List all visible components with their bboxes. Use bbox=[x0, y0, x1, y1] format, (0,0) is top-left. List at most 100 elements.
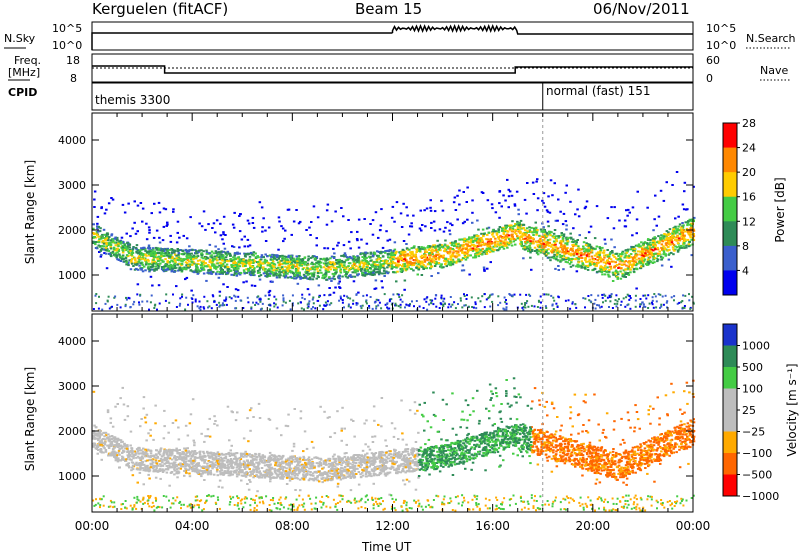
echo-cell bbox=[487, 231, 490, 234]
echo-cell bbox=[599, 306, 602, 309]
echo-cell bbox=[160, 251, 163, 254]
echo-cell bbox=[475, 250, 478, 253]
echo-cell bbox=[471, 236, 474, 239]
echo-cell bbox=[213, 257, 216, 260]
echo-cell bbox=[136, 262, 139, 265]
echo-cell bbox=[631, 264, 634, 267]
echo-cell bbox=[433, 468, 436, 471]
echo-cell bbox=[461, 251, 464, 253]
echo-cell bbox=[286, 272, 289, 275]
echo-cell bbox=[157, 259, 160, 262]
echo-cell bbox=[608, 262, 611, 265]
echo-cell bbox=[508, 228, 512, 231]
echo-cell bbox=[346, 271, 350, 274]
echo-cell bbox=[446, 252, 450, 255]
echo-cell bbox=[475, 251, 479, 254]
echo-cell bbox=[624, 249, 627, 252]
echo-cell bbox=[450, 305, 452, 308]
echo-cell bbox=[604, 294, 607, 297]
echo-cell bbox=[416, 259, 420, 262]
echo-cell bbox=[524, 302, 527, 304]
echo-cell bbox=[554, 238, 558, 241]
echo-cell bbox=[390, 216, 394, 219]
echo-cell bbox=[616, 271, 619, 274]
echo-cell bbox=[174, 267, 177, 270]
echo-cell bbox=[174, 261, 177, 264]
echo-cell bbox=[497, 231, 501, 234]
echo-cell bbox=[210, 307, 213, 310]
echo-cell bbox=[639, 305, 641, 308]
echo-cell bbox=[410, 263, 413, 266]
echo-cell bbox=[322, 273, 325, 276]
echo-cell bbox=[553, 299, 556, 302]
echo-cell bbox=[531, 237, 535, 240]
echo-cell bbox=[327, 270, 331, 273]
echo-cell bbox=[246, 238, 250, 241]
echo-cell bbox=[133, 261, 137, 264]
echo-cell bbox=[138, 303, 141, 306]
echo-cell bbox=[159, 262, 162, 265]
echo-cell bbox=[142, 254, 145, 257]
echo-cell bbox=[289, 266, 292, 269]
echo-cell bbox=[364, 258, 367, 261]
echo-cell bbox=[250, 284, 254, 287]
echo-cell bbox=[607, 261, 611, 263]
echo-cell bbox=[399, 254, 403, 257]
echo-cell bbox=[639, 259, 642, 262]
echo-cell bbox=[248, 261, 251, 264]
echo-cell bbox=[486, 243, 489, 246]
echo-cell bbox=[497, 240, 500, 243]
echo-cell bbox=[556, 306, 559, 308]
echo-cell bbox=[330, 280, 333, 282]
echo-cell bbox=[683, 234, 686, 237]
echo-cell bbox=[129, 235, 132, 238]
echo-cell bbox=[173, 257, 176, 260]
echo-cell bbox=[175, 254, 178, 257]
echo-cell bbox=[611, 250, 614, 252]
echo-cell bbox=[200, 264, 203, 267]
echo-cell bbox=[221, 257, 225, 260]
echo-cell bbox=[559, 240, 563, 243]
echo-cell bbox=[214, 272, 218, 275]
echo-cell bbox=[502, 247, 506, 250]
echo-cell bbox=[644, 294, 647, 297]
echo-cell bbox=[664, 253, 667, 256]
echo-cell bbox=[689, 231, 692, 234]
echo-cell bbox=[683, 306, 686, 309]
echo-cell bbox=[281, 268, 284, 271]
echo-cell bbox=[295, 255, 298, 258]
echo-cell bbox=[501, 246, 504, 248]
echo-cell bbox=[397, 258, 400, 261]
echo-cell bbox=[231, 245, 234, 248]
echo-cell bbox=[324, 273, 327, 276]
echo-cell bbox=[498, 202, 501, 205]
echo-cell bbox=[115, 256, 118, 259]
echo-cell bbox=[515, 223, 518, 226]
echo-cell bbox=[147, 263, 150, 265]
echo-cell bbox=[223, 304, 226, 307]
echo-cell bbox=[457, 303, 459, 305]
echo-cell bbox=[263, 259, 267, 262]
echo-cell bbox=[251, 473, 254, 476]
echo-cell bbox=[313, 257, 317, 260]
echo-cell bbox=[501, 227, 504, 230]
echo-cell bbox=[569, 247, 573, 250]
echo-cell bbox=[317, 261, 320, 264]
echo-cell bbox=[296, 269, 300, 272]
echo-cell bbox=[412, 468, 415, 471]
echo-cell bbox=[128, 259, 131, 262]
echo-cell bbox=[105, 245, 108, 248]
echo-cell bbox=[371, 219, 375, 222]
echo-cell bbox=[198, 270, 201, 273]
echo-cell bbox=[611, 280, 615, 282]
echo-cell bbox=[540, 240, 543, 242]
echo-cell bbox=[583, 267, 587, 269]
echo-cell bbox=[428, 303, 430, 306]
echo-cell bbox=[599, 260, 603, 263]
echo-cell bbox=[185, 251, 189, 254]
echo-cell bbox=[610, 260, 614, 263]
echo-cell bbox=[212, 252, 216, 255]
echo-cell bbox=[181, 293, 184, 296]
echo-cell bbox=[465, 243, 468, 246]
echo-cell bbox=[252, 262, 255, 264]
